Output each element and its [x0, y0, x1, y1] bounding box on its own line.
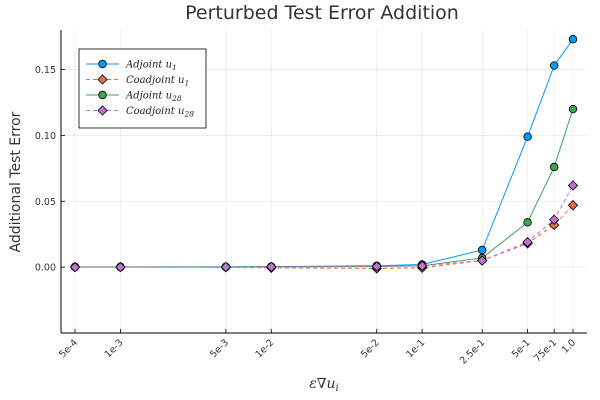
chart-title: Perturbed Test Error Addition [185, 2, 459, 24]
y-tick-label: 0.10 [35, 131, 56, 142]
data-point-series-4 [220, 261, 232, 273]
data-point-series-4 [522, 236, 533, 248]
data-point-series-4 [266, 261, 277, 273]
legend-marker-4 [97, 105, 108, 116]
y-tick-label: 0.00 [35, 263, 56, 274]
y-axis-label: Additional Test Error [8, 111, 24, 252]
legend-marker-1 [98, 59, 107, 69]
data-point-series-3 [568, 104, 578, 114]
series-line-3 [75, 108, 574, 268]
x-tick-label: 1e-1 [404, 337, 427, 360]
legend-label-3: Adjoint u28 [125, 91, 182, 104]
data-point-series-4 [548, 214, 560, 225]
data-point-series-1 [477, 245, 487, 255]
legend-label-4: Coadjoint u28 [126, 106, 194, 119]
x-tick-label: 75e-1 [532, 337, 559, 364]
x-tick-label: 1e-3 [103, 337, 126, 360]
data-point-series-4 [416, 260, 428, 271]
x-tick-label: 5e-2 [359, 337, 382, 360]
x-axis-label: ε∇ui [309, 376, 339, 394]
data-point-series-2 [567, 200, 579, 211]
data-point-series-3 [523, 218, 532, 227]
data-point-series-4 [567, 180, 579, 191]
y-tick-label: 0.05 [35, 197, 56, 208]
data-point-series-3 [549, 162, 559, 172]
data-point-series-4 [69, 261, 81, 273]
x-tick-label: 2.5e-1 [458, 337, 487, 366]
legend: Adjoint u1 Coadjoint u1 Adjoint u28 Coadjoi… [78, 48, 207, 129]
series-markers [69, 35, 579, 274]
series-line-2 [75, 204, 574, 269]
data-point-series-4 [477, 255, 488, 266]
legend-marker-3 [98, 90, 107, 100]
x-tick-label: 1e-2 [254, 337, 277, 360]
series-line-4 [75, 185, 574, 268]
legend-label-2: Coadjoint u1 [126, 75, 189, 88]
x-ticks: 5e-4 1e-3 5e-3 1e-2 5e-2 1e-1 2.5e-1 5e-1 75e-1 1… [57, 329, 578, 367]
x-tick-label: 5e-1 [510, 337, 533, 360]
data-point-series-1 [523, 132, 532, 141]
y-ticks: 0.00 0.05 0.10 0.15 [35, 65, 65, 274]
data-point-series-2 [548, 219, 560, 231]
data-point-series-1 [568, 35, 578, 44]
x-tick-label: 5e-4 [57, 337, 80, 360]
data-point-series-4 [115, 261, 126, 273]
series-lines [75, 38, 574, 269]
legend-marker-2 [97, 74, 108, 85]
data-point-series-1 [549, 61, 559, 70]
x-tick-label: 1.0 [560, 337, 578, 355]
axes [60, 30, 587, 334]
legend-label-1: Adjoint u1 [125, 60, 177, 73]
x-tick-label: 5e-3 [208, 337, 231, 360]
y-tick-label: 0.15 [35, 65, 56, 76]
data-point-series-4 [371, 261, 382, 272]
